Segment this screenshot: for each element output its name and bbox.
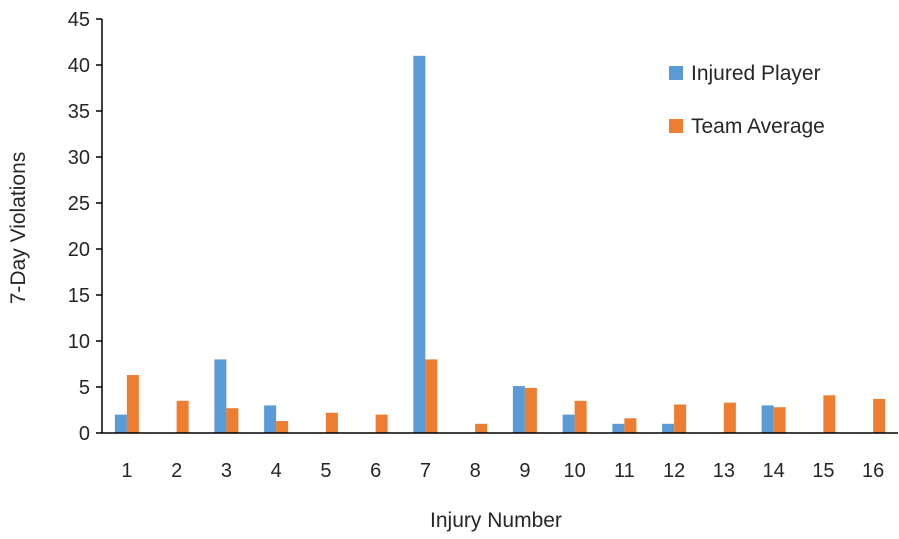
x-tick-label: 13 <box>713 460 735 482</box>
x-tick-label: 8 <box>470 460 481 482</box>
bar-injured-player-11 <box>612 423 625 433</box>
x-tick-label: 2 <box>171 460 182 482</box>
legend: Injured Player Team Average <box>669 62 825 138</box>
y-tick-label: 15 <box>68 285 90 307</box>
bar-team-average-10 <box>574 400 587 433</box>
bar-injured-player-4 <box>264 405 277 433</box>
y-axis-title: 7-Day Violations <box>7 152 30 305</box>
x-tick-label: 12 <box>663 460 685 482</box>
y-tick-label: 0 <box>79 423 90 445</box>
x-axis-ticks: 1 2 3 4 5 6 7 8 9 10 11 12 13 14 15 16 <box>121 460 884 482</box>
bar-team-average-13 <box>723 402 736 433</box>
y-tick-label: 25 <box>68 193 90 215</box>
bar-injured-player-7 <box>413 55 426 434</box>
y-tick-label: 35 <box>68 101 90 123</box>
x-tick-label: 16 <box>862 460 884 482</box>
bar-team-average-12 <box>674 404 687 433</box>
x-tick-label: 4 <box>271 460 282 482</box>
x-tick-label: 10 <box>564 460 586 482</box>
bar-injured-player-10 <box>562 414 575 433</box>
bar-injured-player-1 <box>114 414 127 433</box>
x-tick-label: 14 <box>763 460 785 482</box>
bar-team-average-3 <box>226 408 239 433</box>
x-tick-label: 1 <box>121 460 132 482</box>
bar-team-average-15 <box>823 395 836 433</box>
x-tick-label: 11 <box>614 460 635 482</box>
legend-label-injured-player: Injured Player <box>691 62 821 85</box>
bar-team-average-16 <box>873 398 886 433</box>
x-tick-label: 3 <box>221 460 232 482</box>
bar-team-average-8 <box>475 423 488 433</box>
bar-team-average-2 <box>176 400 189 433</box>
x-tick-label: 15 <box>812 460 834 482</box>
legend-swatch-team-average <box>669 119 683 133</box>
y-tick-label: 20 <box>68 239 90 261</box>
bar-team-average-9 <box>524 387 537 433</box>
x-tick-label: 6 <box>370 460 381 482</box>
y-tick-label: 40 <box>68 55 90 77</box>
bar-team-average-6 <box>375 414 388 433</box>
y-tick-label: 45 <box>68 9 90 31</box>
bar-injured-player-14 <box>761 405 774 433</box>
bar-team-average-14 <box>773 407 786 433</box>
bar-injured-player-9 <box>512 386 525 433</box>
bar-team-average-1 <box>126 375 139 433</box>
x-tick-label: 9 <box>519 460 530 482</box>
bar-team-average-4 <box>276 421 289 433</box>
x-tick-label: 7 <box>420 460 431 482</box>
y-axis-ticks: 0 5 10 15 20 25 30 35 40 45 <box>68 9 102 445</box>
y-tick-label: 10 <box>68 331 90 353</box>
y-tick-label: 30 <box>68 147 90 169</box>
legend-label-team-average: Team Average <box>691 115 825 138</box>
x-axis-title: Injury Number <box>430 509 562 532</box>
bar-team-average-7 <box>425 359 438 433</box>
y-tick-label: 5 <box>79 377 90 399</box>
bar-team-average-11 <box>624 418 637 433</box>
x-tick-label: 5 <box>320 460 331 482</box>
bar-team-average-5 <box>325 412 338 433</box>
legend-swatch-injured-player <box>669 66 683 80</box>
bar-injured-player-12 <box>662 423 675 433</box>
bars <box>114 55 886 434</box>
bar-injured-player-3 <box>214 359 227 433</box>
